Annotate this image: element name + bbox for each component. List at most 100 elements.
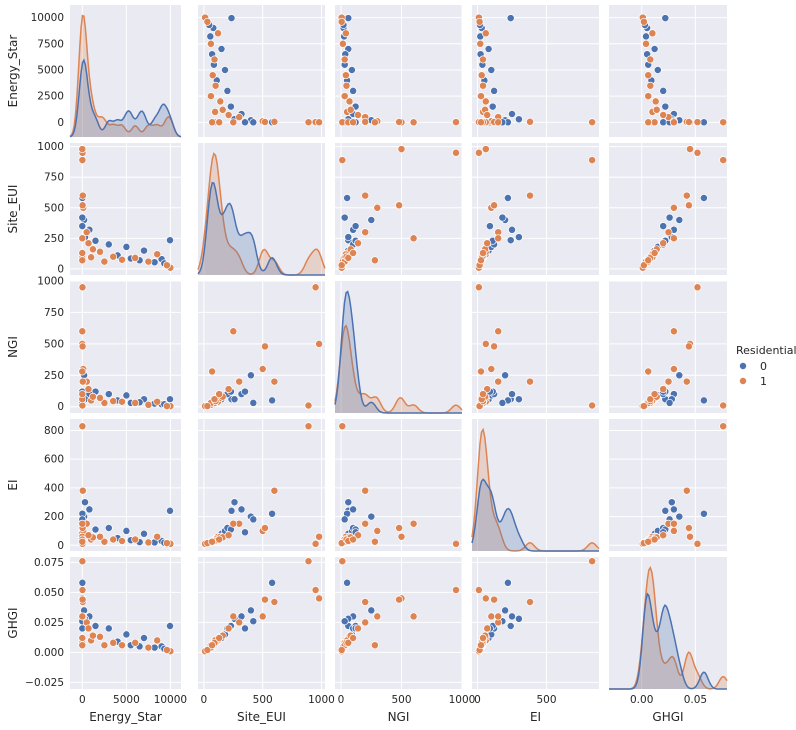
scatter-point-1 <box>203 17 212 26</box>
scatter-point-1 <box>229 327 238 336</box>
scatter-point-1 <box>588 401 597 410</box>
y-tick-label: 500 <box>44 202 64 214</box>
scatter-point-1 <box>211 81 220 90</box>
scatter-point-0 <box>122 242 131 251</box>
scatter-point-1 <box>208 641 217 650</box>
scatter-point-1 <box>361 228 370 237</box>
scatter-point-1 <box>78 201 87 210</box>
scatter-point-1 <box>349 535 358 544</box>
kde-fill-1 <box>609 567 727 689</box>
scatter-point-1 <box>719 156 728 165</box>
scatter-point-0 <box>508 612 516 621</box>
scatter-point-1 <box>118 537 126 545</box>
scatter-point-0 <box>498 213 507 222</box>
panel-Site_EUI-vs-GHGI <box>609 143 728 275</box>
y-axis-label: EI <box>6 479 20 490</box>
scatter-point-0 <box>241 118 249 127</box>
scatter-point-1 <box>494 234 503 243</box>
scatter-point-1 <box>337 17 346 26</box>
y-axis-label: Energy_Star <box>6 35 20 108</box>
scatter-point-1 <box>337 261 346 270</box>
scatter-point-1 <box>693 148 702 157</box>
scatter-point-0 <box>506 622 515 630</box>
scatter-point-1 <box>395 595 404 604</box>
scatter-point-1 <box>682 377 691 386</box>
scatter-point-0 <box>650 45 659 53</box>
x-axis-label: Site_EUI <box>237 710 286 724</box>
scatter-point-1 <box>373 612 382 621</box>
panel-EI-vs-EI <box>471 419 600 552</box>
scatter-point-1 <box>373 526 382 535</box>
panel-Energy_Star-vs-NGI <box>335 5 463 137</box>
scatter-point-1 <box>340 92 349 101</box>
y-tick-label: 200 <box>44 511 64 523</box>
scatter-point-0 <box>351 222 360 231</box>
scatter-point-1 <box>652 105 661 114</box>
scatter-point-1 <box>481 594 490 603</box>
x-tick-label: 0.05 <box>684 694 707 706</box>
scatter-point-1 <box>258 365 267 373</box>
scatter-point-1 <box>109 638 118 647</box>
scatter-point-0 <box>367 512 376 521</box>
scatter-point-1 <box>270 598 279 606</box>
scatter-point-1 <box>131 638 140 647</box>
x-tick-label: 0 <box>338 694 345 706</box>
y-axis-label: GHGI <box>6 607 20 638</box>
scatter-point-0 <box>344 14 353 23</box>
scatter-point-1 <box>684 118 693 126</box>
scatter-point-1 <box>78 519 87 528</box>
scatter-point-1 <box>78 145 87 154</box>
panel-NGI-vs-EI <box>472 280 599 413</box>
scatter-point-0 <box>230 395 239 404</box>
scatter-point-1 <box>487 612 496 621</box>
y-tick-label: 800 <box>44 425 64 437</box>
scatter-point-1 <box>646 81 655 90</box>
x-tick-label: 0 <box>201 694 208 706</box>
scatter-point-1 <box>96 247 104 256</box>
scatter-point-1 <box>338 557 347 566</box>
scatter-point-1 <box>215 634 224 642</box>
y-tick-label: 5000 <box>37 65 64 77</box>
kde-fill-0 <box>472 479 599 551</box>
panel-background <box>70 143 181 275</box>
scatter-point-1 <box>475 17 484 26</box>
panel-background <box>198 557 325 689</box>
scatter-point-1 <box>84 624 93 633</box>
scatter-point-1 <box>100 537 109 546</box>
scatter-point-1 <box>588 557 597 566</box>
scatter-point-1 <box>669 203 678 212</box>
scatter-point-1 <box>395 201 404 210</box>
scatter-point-1 <box>395 524 404 532</box>
scatter-point-1 <box>258 612 267 621</box>
scatter-point-1 <box>84 531 93 540</box>
scatter-point-1 <box>210 55 219 64</box>
scatter-point-1 <box>341 29 350 38</box>
scatter-point-0 <box>485 222 494 231</box>
scatter-point-1 <box>659 111 668 119</box>
scatter-point-1 <box>479 634 487 642</box>
scatter-point-0 <box>367 216 376 224</box>
scatter-point-0 <box>78 213 87 222</box>
scatter-point-1 <box>304 118 313 127</box>
scatter-point-1 <box>261 342 269 351</box>
scatter-point-0 <box>343 578 352 587</box>
scatter-point-1 <box>100 641 109 650</box>
scatter-point-0 <box>78 222 87 231</box>
scatter-point-1 <box>361 486 370 495</box>
x-axis-label: EI <box>530 710 541 724</box>
scatter-point-1 <box>337 646 346 654</box>
scatter-point-1 <box>487 365 496 373</box>
scatter-point-1 <box>78 367 87 376</box>
scatter-point-1 <box>338 422 347 431</box>
scatter-point-1 <box>684 201 693 210</box>
scatter-point-1 <box>315 594 324 603</box>
scatter-point-1 <box>78 156 87 165</box>
scatter-point-0 <box>241 624 249 633</box>
scatter-point-1 <box>354 111 362 119</box>
scatter-point-1 <box>648 29 657 38</box>
panel-EI-vs-Energy_Star <box>70 419 181 551</box>
scatter-point-1 <box>409 612 418 621</box>
scatter-point-1 <box>452 118 460 127</box>
scatter-point-1 <box>644 92 653 101</box>
scatter-point-1 <box>144 400 153 409</box>
